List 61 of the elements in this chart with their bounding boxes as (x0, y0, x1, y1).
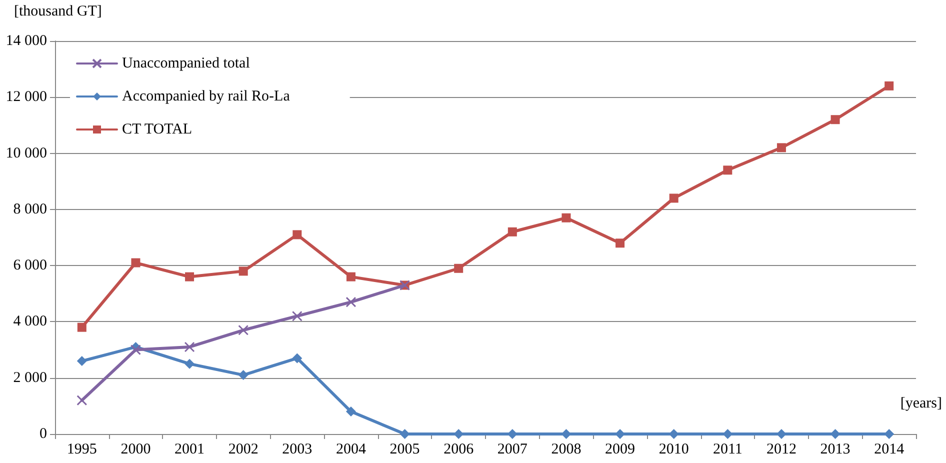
point (292, 353, 302, 364)
y-tick-label: 4 000 (13, 314, 47, 330)
point (185, 272, 194, 282)
point (346, 296, 356, 308)
point (76, 356, 87, 366)
point (722, 429, 733, 439)
point (400, 429, 410, 439)
x-tick-label: 2005 (390, 442, 420, 458)
legend-label: Unaccompanied total (122, 56, 250, 72)
x-axis-title: [years] (900, 396, 942, 412)
x-tick-label: 2014 (874, 442, 905, 458)
point (76, 395, 88, 406)
point (723, 166, 732, 175)
point (238, 266, 248, 276)
x-tick-label: 1995 (66, 442, 97, 458)
point (77, 322, 86, 332)
y-tick-label: 12 000 (6, 89, 47, 106)
point (238, 370, 248, 380)
y-axis-title: [thousand GT] (14, 4, 102, 20)
x-tick-label: 2004 (336, 442, 366, 458)
point (454, 264, 464, 273)
x-tick-label: 2008 (551, 442, 582, 458)
point (292, 310, 302, 322)
x-tick-label: 2009 (605, 442, 636, 458)
point (131, 258, 140, 268)
y-tick-label: 6 000 (13, 258, 47, 274)
point (776, 143, 786, 152)
legend-label: Accompanied by rail Ro-La (122, 88, 290, 104)
point (346, 406, 356, 417)
point (562, 213, 571, 222)
x-tick-label: 2002 (228, 442, 258, 458)
point (616, 238, 625, 248)
point (884, 81, 894, 90)
point (346, 272, 356, 282)
legend-label: CT TOTAL (122, 122, 192, 138)
point (830, 115, 840, 124)
point (830, 429, 840, 439)
y-tick-label: 14 000 (6, 33, 47, 49)
y-tick-label: 8 000 (13, 201, 47, 218)
point (669, 194, 678, 203)
point (668, 429, 679, 439)
y-tick-label: 10 000 (6, 145, 47, 162)
x-tick-label: 2003 (282, 442, 312, 458)
point (238, 324, 249, 336)
x-tick-label: 2006 (444, 442, 474, 458)
point (184, 342, 195, 352)
x-tick-label: 2001 (174, 442, 205, 458)
y-tick-label: 2 000 (13, 370, 47, 386)
x-tick-label: 2000 (120, 442, 151, 458)
point (292, 230, 302, 240)
x-tick-label: 2013 (820, 442, 850, 458)
x-tick-label: 2011 (712, 442, 742, 458)
y-tick-label: 0 (40, 426, 47, 442)
point (508, 227, 517, 236)
x-tick-label: 2010 (658, 442, 689, 458)
point (184, 358, 195, 369)
point (884, 429, 894, 439)
x-tick-label: 2012 (766, 442, 796, 458)
x-tick-label: 2007 (497, 442, 528, 458)
point (130, 344, 141, 356)
point (561, 429, 572, 439)
